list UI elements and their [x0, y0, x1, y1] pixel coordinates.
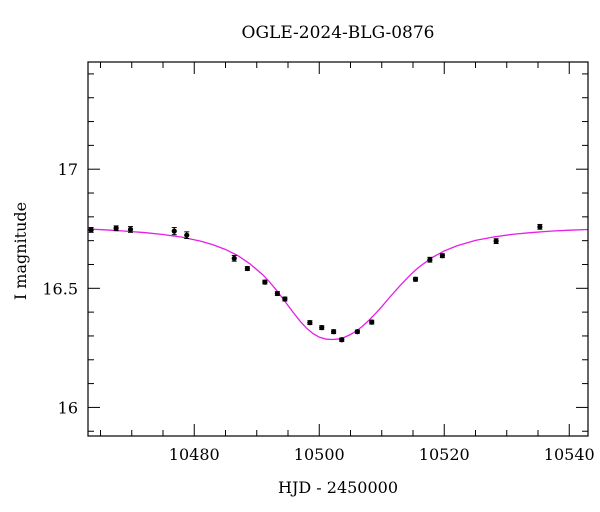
x-tick-label: 10480	[169, 445, 220, 464]
data-point	[427, 257, 433, 263]
data-point	[171, 228, 177, 234]
model-curve-path	[87, 228, 589, 341]
model-curve	[87, 228, 589, 341]
data-point	[319, 325, 325, 331]
tick-labels: 10480 10500 10520 10540 16 16.5 17	[42, 160, 594, 464]
data-point	[262, 279, 268, 285]
data-point	[244, 265, 250, 272]
chart-title: OGLE-2024-BLG-0876	[242, 23, 435, 43]
x-axis-label: HJD - 2450000	[278, 478, 398, 497]
y-axis-label: I magnitude	[11, 202, 30, 300]
data-point	[282, 296, 288, 302]
data-point	[339, 337, 345, 343]
data-point	[369, 319, 375, 325]
data-points	[88, 223, 543, 343]
data-point	[127, 226, 134, 233]
data-point	[88, 227, 94, 233]
y-tick-label: 17	[58, 160, 78, 179]
data-point	[113, 225, 119, 231]
axis-ticks	[88, 62, 588, 436]
x-tick-label: 10540	[544, 445, 595, 464]
plot-frame	[87, 61, 589, 437]
data-point	[331, 329, 337, 335]
x-tick-label: 10500	[294, 445, 345, 464]
data-point	[354, 329, 360, 335]
data-point	[307, 320, 313, 326]
data-point	[184, 232, 190, 238]
data-point	[274, 290, 280, 297]
data-point	[537, 224, 543, 230]
x-tick-label: 10520	[419, 445, 470, 464]
y-tick-label: 16	[58, 398, 78, 417]
y-tick-label: 16.5	[42, 279, 78, 298]
data-point	[412, 276, 419, 282]
data-point	[231, 255, 237, 261]
data-point	[439, 253, 445, 259]
data-point	[493, 238, 499, 244]
